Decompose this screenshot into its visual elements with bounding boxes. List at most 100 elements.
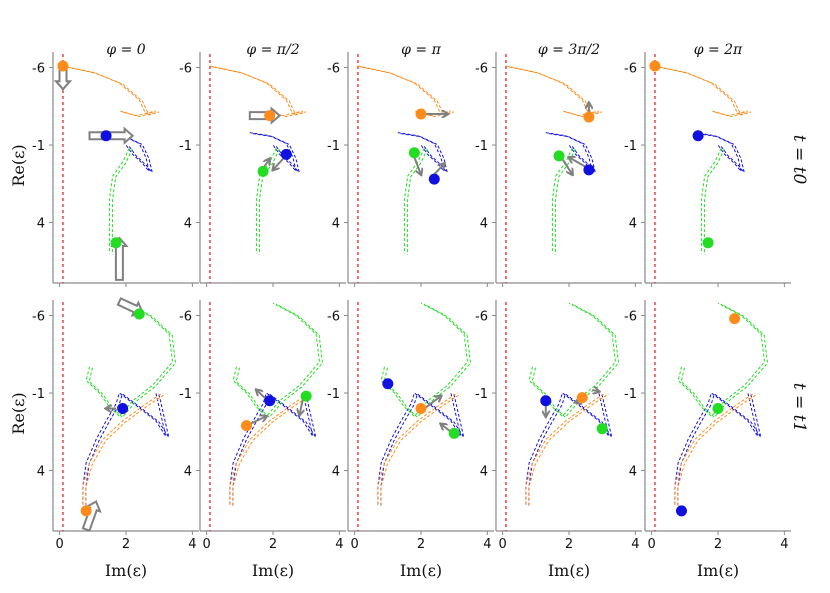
point-orange (80, 505, 92, 517)
point-orange (57, 60, 69, 72)
x-axis-label: Im(ε) (400, 561, 442, 580)
y-tick-label: -1 (327, 139, 340, 154)
point-blue (382, 378, 394, 390)
y-tick-label: 4 (37, 217, 45, 232)
panel-r0-c4: -6 -1 4 φ = 2π (624, 42, 791, 287)
point-green (110, 237, 122, 249)
point-blue (264, 395, 276, 407)
trajectory-blue-pair (380, 393, 465, 506)
y-tick-label: 4 (629, 465, 637, 480)
y-tick-label: -6 (32, 310, 45, 325)
x-tick-label: 0 (647, 537, 655, 552)
direction-arrow (561, 158, 572, 175)
point-blue (100, 130, 112, 142)
y-tick-label: -6 (32, 62, 45, 77)
trajectory-blue-pair (548, 133, 596, 173)
point-green (133, 308, 145, 320)
panel-r1-c0: -6 -1 4 0 2 4 Im(ε) (32, 297, 199, 580)
x-tick-label: 4 (483, 537, 491, 552)
x-tick-label: 0 (202, 537, 210, 552)
point-blue (117, 403, 129, 415)
point-green (553, 150, 565, 162)
y-tick-label: -1 (624, 139, 637, 154)
y-tick-label: 4 (480, 465, 488, 480)
trajectory-blue-pair (105, 133, 153, 173)
y-tick-label: 4 (332, 217, 340, 232)
point-green (408, 147, 420, 159)
row-label: t = t0 (789, 135, 809, 185)
y-tick-label: -1 (179, 139, 192, 154)
trajectory-orange (357, 65, 452, 117)
x-tick-label: 2 (417, 537, 425, 552)
y-tick-label: -6 (179, 310, 192, 325)
point-orange (583, 111, 595, 123)
trajectory-blue (229, 392, 314, 505)
panel-r1-c3: -6-140 2 4Im(ε) (475, 300, 642, 580)
point-green (300, 390, 312, 402)
direction-arrow (441, 424, 452, 433)
x-tick-label: 2 (269, 537, 277, 552)
trajectory-orange-pair (508, 66, 603, 118)
trajectory-green (380, 302, 469, 418)
trajectory-orange-pair (657, 66, 752, 118)
hollow-arrow (81, 500, 102, 532)
direction-arrow (273, 158, 284, 170)
panel-r0-c2: -6 -1 4 φ = π (327, 42, 494, 287)
y-tick-label: -1 (624, 387, 637, 402)
x-tick-label: 2 (122, 537, 130, 552)
trajectory-green (403, 147, 425, 254)
y-tick-label: -1 (179, 387, 192, 402)
column-title: φ = π/2 (246, 42, 299, 58)
trajectory-green-pair (680, 303, 769, 419)
trajectory-blue (249, 132, 297, 172)
direction-arrow (591, 390, 599, 392)
trajectory-green (700, 147, 722, 254)
trajectory-green (108, 147, 130, 254)
trajectory-blue-pair (85, 393, 170, 506)
column-title: φ = π (401, 42, 441, 58)
panel-r1-c2: -6-140 2 4Im(ε) (327, 300, 494, 580)
trajectory-orange-pair (380, 393, 461, 506)
trajectory-orange-pair (677, 393, 758, 506)
point-orange (240, 420, 252, 432)
x-tick-label: 2 (714, 537, 722, 552)
row-label: t = t1 (789, 383, 809, 433)
trajectory-orange (62, 65, 157, 117)
point-blue (676, 505, 687, 517)
y-axis-label: Re(ε) (9, 144, 28, 186)
y-tick-label: -1 (32, 387, 45, 402)
y-tick-label: -6 (475, 310, 488, 325)
trajectory-orange-pair (232, 393, 313, 506)
trajectory-blue-pair (697, 133, 745, 173)
trajectory-orange (82, 392, 163, 505)
y-tick-label: -6 (624, 62, 637, 77)
trajectory-orange-pair (528, 393, 609, 506)
trajectory-green (528, 302, 617, 418)
panel-r1-c4: -6-140 2 4Im(ε) (624, 300, 791, 580)
trajectory-blue (377, 392, 462, 505)
y-tick-label: 4 (332, 465, 340, 480)
trajectory-orange (525, 392, 606, 505)
x-tick-label: 0 (55, 537, 63, 552)
panel-r0-c1: -6 -1 4 φ = π/2 (179, 42, 346, 287)
direction-arrow (423, 396, 441, 410)
trajectory-green-pair (703, 148, 725, 255)
direction-arrow (249, 416, 267, 425)
y-tick-label: -1 (32, 139, 45, 154)
point-blue (692, 130, 704, 142)
y-tick-label: -1 (327, 387, 340, 402)
trajectory-orange (209, 65, 304, 117)
trajectory-green-pair (258, 148, 280, 255)
trajectory-blue (674, 392, 759, 505)
y-tick-label: 4 (629, 217, 637, 232)
column-title: φ = 3π/2 (538, 42, 600, 58)
direction-arrow (256, 390, 268, 400)
point-blue (428, 173, 440, 185)
point-orange (415, 403, 427, 415)
trajectory-orange (505, 65, 600, 117)
y-tick-label: 4 (184, 465, 192, 480)
y-tick-label: -6 (327, 310, 340, 325)
x-tick-label: 4 (188, 537, 196, 552)
y-tick-label: -6 (475, 62, 488, 77)
